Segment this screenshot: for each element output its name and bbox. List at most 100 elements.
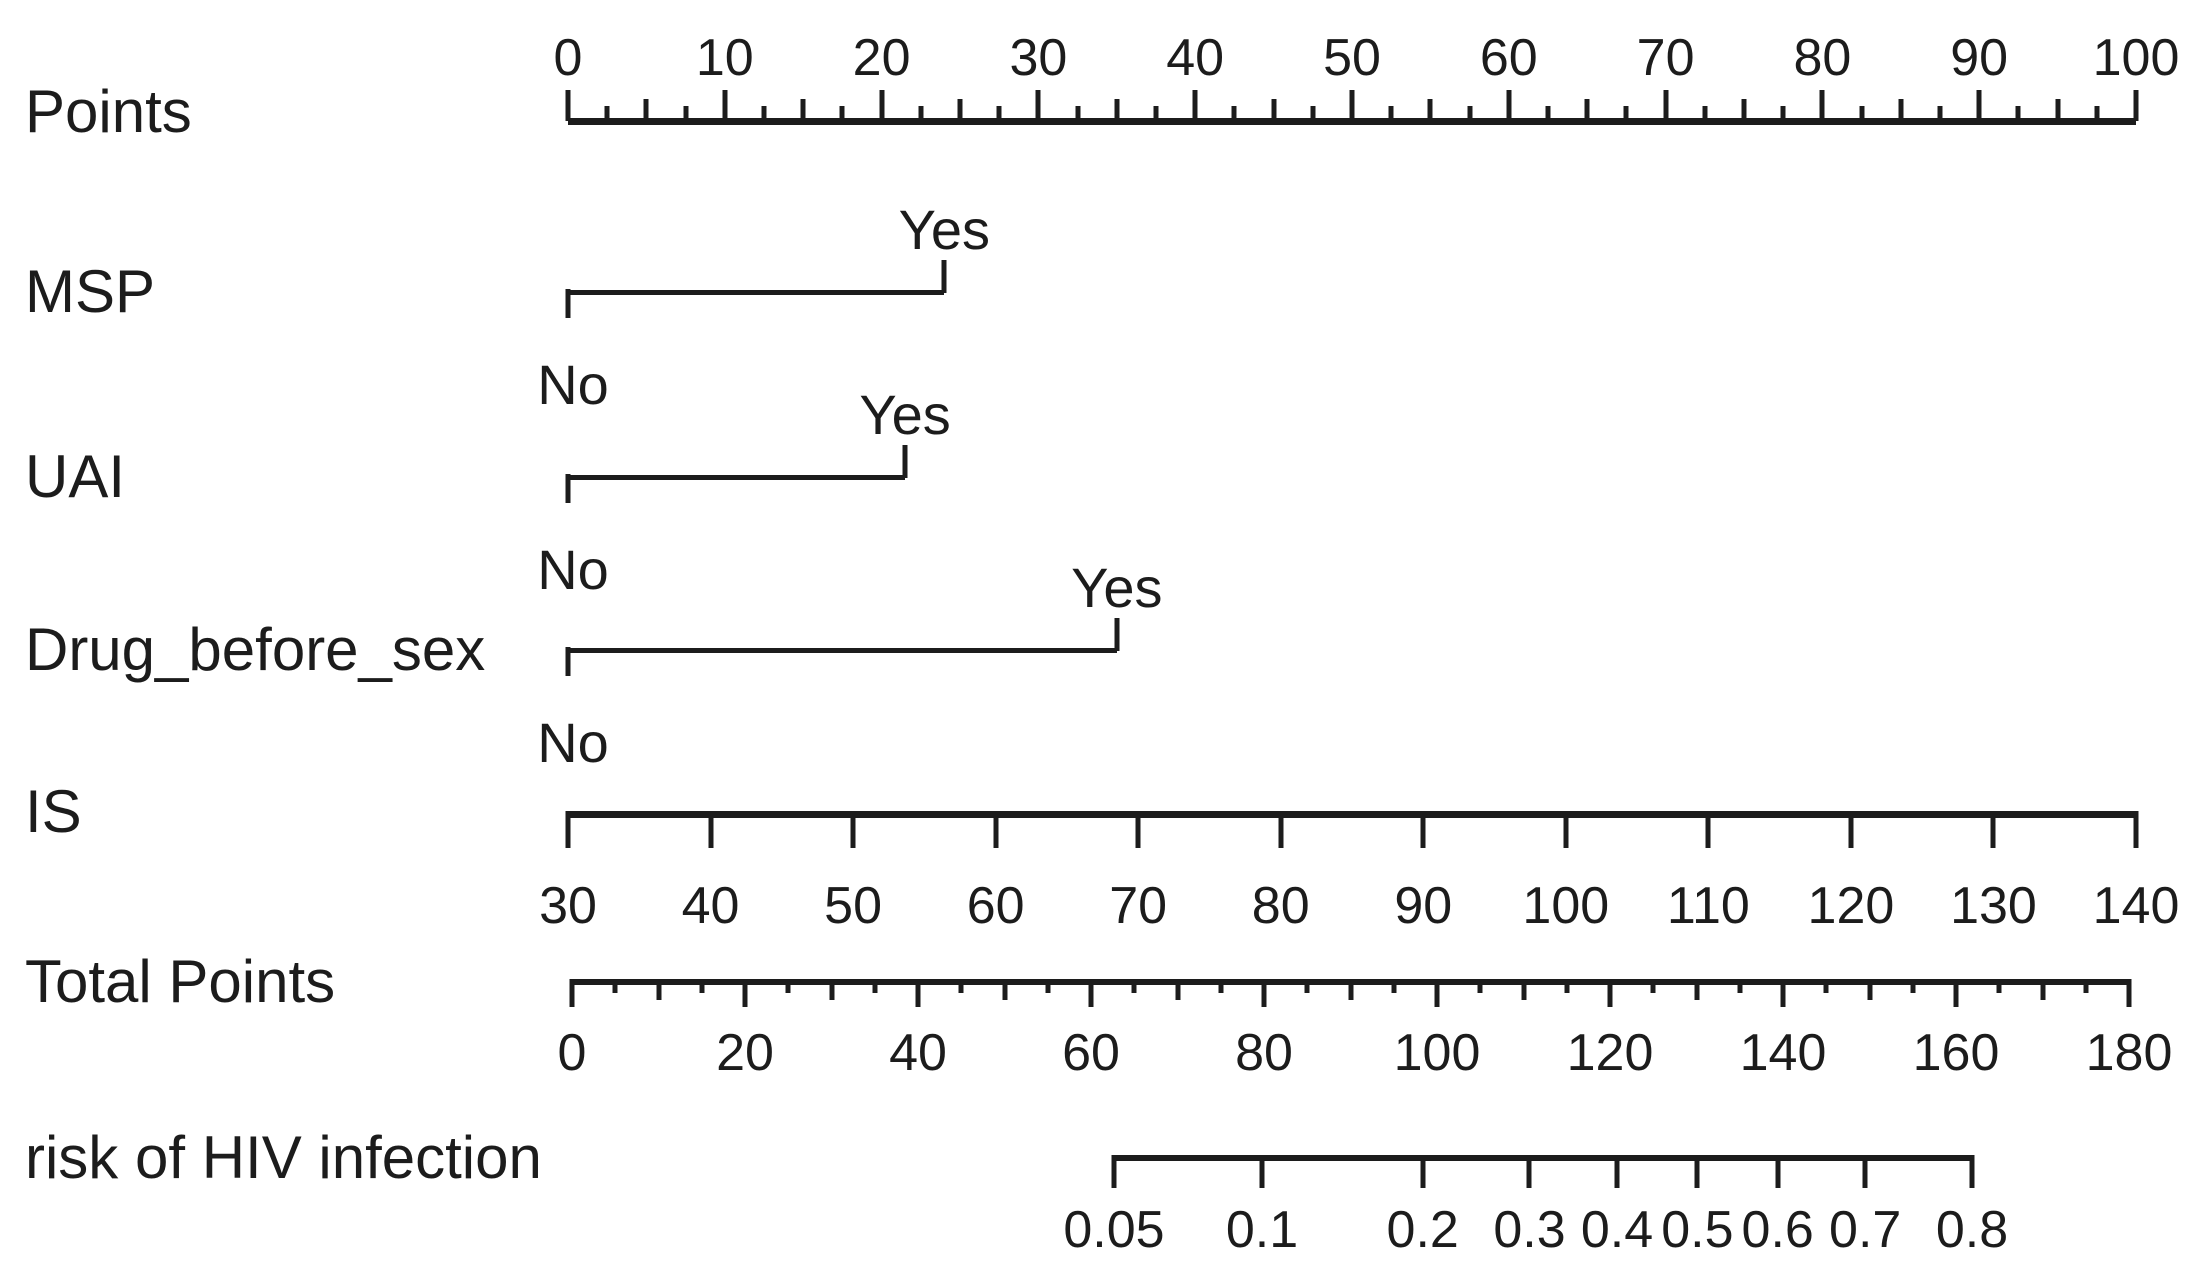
risk-tick-label-0.1: 0.1 [1225,1201,1299,1259]
points-tick-42.5 [1231,105,1237,121]
is-tick-label-60: 60 [966,877,1025,935]
is-tick-label-130: 130 [1950,877,2037,935]
is-tick-label-100: 100 [1522,877,1610,935]
points-tick-60 [1506,89,1512,121]
total_points-tick-180 [2126,979,2132,1007]
total_points-tick-155 [1910,979,1916,993]
drug_before_sex-yes-tick [1114,617,1120,651]
points-tick-87.5 [1937,105,1943,121]
row-label-is: IS [25,778,82,845]
points-tick-label-80: 80 [1793,29,1852,87]
row-label-risk: risk of HIV infection [25,1124,542,1191]
total_points-tick-5 [612,979,618,993]
points-tick-82.5 [1859,105,1865,121]
total_points-tick-125 [1650,979,1656,993]
total_points-tick-120 [1607,979,1613,1007]
row-label-msp: MSP [25,258,156,325]
total_points-tick-130 [1694,979,1699,1000]
points-tick-5 [643,98,649,121]
total_points-tick-label-60: 60 [1062,1024,1120,1082]
msp-no-label: No [537,353,609,416]
total_points-tick-label-140: 140 [1739,1024,1827,1082]
is-tick-label-120: 120 [1807,877,1895,935]
total_points-tick-160 [1953,979,1959,1007]
points-tick-2.5 [604,105,610,121]
points-tick-10 [722,89,728,121]
points-tick-label-20: 20 [852,29,911,87]
is-tick-90 [1420,811,1426,848]
is-tick-100 [1563,811,1569,848]
points-tick-40 [1192,89,1198,121]
points-tick-label-0: 0 [553,29,583,87]
is-tick-60 [993,811,999,848]
total_points-tick-label-100: 100 [1393,1024,1481,1082]
points-tick-0 [565,89,571,121]
is-tick-label-70: 70 [1109,877,1168,935]
msp-yes-label: Yes [898,198,990,261]
risk-tick-label-0.4: 0.4 [1580,1201,1654,1259]
risk-tick-label-0.7: 0.7 [1829,1201,1902,1259]
total_points-tick-40 [915,979,921,1007]
risk-tick-0.5 [1694,1155,1700,1188]
points-axis-line [568,117,2136,125]
is-tick-label-80: 80 [1251,877,1310,935]
total_points-tick-90 [1348,979,1353,1000]
risk-tick-0.1 [1259,1155,1265,1188]
total_points-tick-25 [785,979,791,993]
points-tick-50 [1349,89,1355,121]
is-tick-label-40: 40 [681,877,740,935]
total_points-tick-label-40: 40 [889,1024,947,1082]
risk-tick-label-0.5: 0.5 [1661,1201,1734,1259]
is-tick-140 [2133,811,2139,848]
total_points-tick-135 [1737,979,1743,993]
points-tick-label-30: 30 [1009,29,1068,87]
points-tick-80 [1819,89,1825,121]
total_points-tick-75 [1218,979,1224,993]
points-tick-12.5 [761,105,767,121]
is-tick-40 [708,811,714,848]
is-tick-120 [1848,811,1854,848]
points-tick-90 [1976,89,1982,121]
points-tick-label-40: 40 [1166,29,1225,87]
points-tick-label-60: 60 [1479,29,1538,87]
total_points-tick-label-80: 80 [1235,1024,1293,1082]
points-tick-45 [1271,98,1277,121]
points-tick-35 [1114,98,1120,121]
msp-no-tick [565,289,571,318]
is-tick-label-50: 50 [824,877,882,935]
total_points-tick-30 [829,979,834,1000]
total_points-tick-175 [2083,979,2089,993]
row-label-points: Points [25,78,192,145]
drug_before_sex-line [568,647,1117,653]
uai-line [568,474,906,480]
total_points-tick-20 [742,979,748,1007]
total_points-tick-45 [958,979,964,993]
points-tick-52.5 [1388,105,1394,121]
uai-yes-tick [902,444,908,478]
risk-tick-label-0.6: 0.6 [1741,1201,1814,1259]
points-tick-67.5 [1623,105,1629,121]
points-tick-label-10: 10 [695,29,754,87]
points-tick-57.5 [1467,105,1473,121]
points-tick-37.5 [1153,105,1159,121]
points-tick-75 [1741,98,1747,121]
risk-tick-label-0.05: 0.05 [1063,1201,1165,1259]
uai-yes-label: Yes [859,383,951,446]
is-tick-70 [1135,811,1141,848]
total_points-tick-65 [1131,979,1137,993]
is-tick-30 [565,811,571,848]
total_points-tick-label-20: 20 [716,1024,774,1082]
points-tick-70 [1663,89,1669,121]
is-tick-label-90: 90 [1394,877,1453,935]
points-tick-17.5 [839,105,845,121]
points-tick-label-100: 100 [2092,29,2180,87]
total_points-tick-0 [569,979,575,1007]
row-label-total-points: Total Points [25,948,336,1015]
is-tick-label-110: 110 [1666,877,1750,935]
risk-tick-label-0.2: 0.2 [1386,1201,1459,1259]
msp-line [568,289,945,295]
drug_before_sex-no-label: No [537,711,609,774]
points-tick-label-90: 90 [1950,29,2009,87]
is-tick-label-30: 30 [539,877,597,935]
total_points-tick-label-180: 180 [2085,1024,2173,1082]
